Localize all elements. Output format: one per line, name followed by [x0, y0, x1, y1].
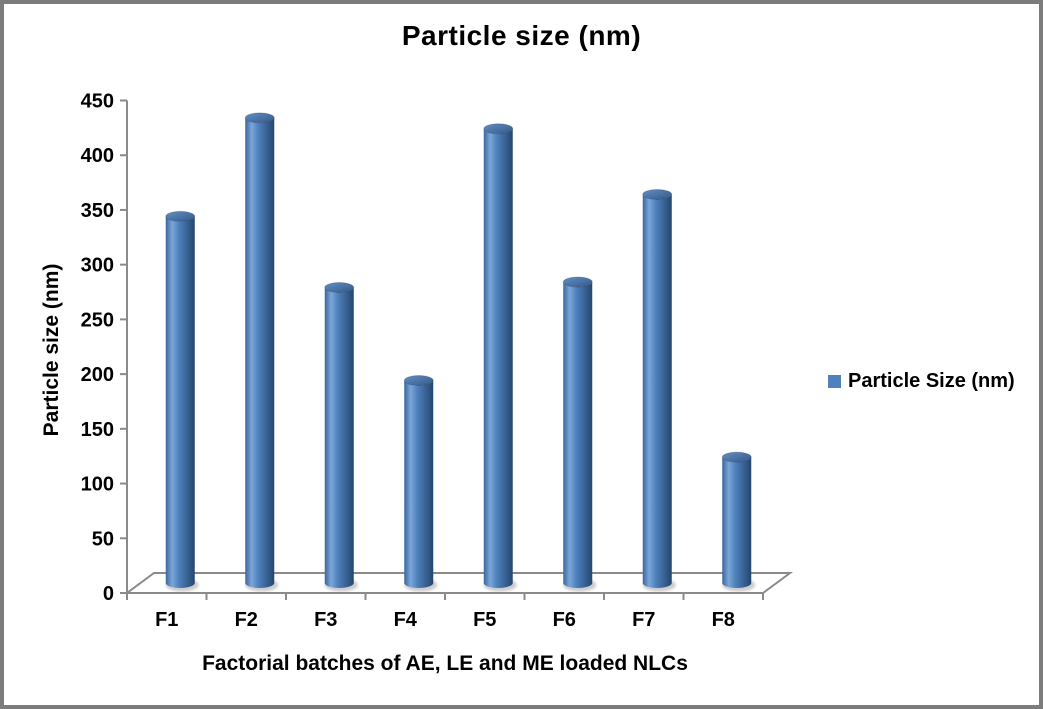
- bar-cylinder: [721, 451, 756, 592]
- bar-top-face: [721, 451, 752, 463]
- bar-body: [483, 128, 513, 589]
- bar-body: [245, 117, 275, 588]
- bar-top-face: [324, 282, 355, 293]
- x-category-label: F1: [155, 609, 178, 631]
- bar-cylinder: [403, 375, 438, 592]
- bar-body: [642, 194, 672, 588]
- x-axis-title: Factorial batches of AE, LE and ME loade…: [202, 652, 688, 675]
- y-tick-label: 350: [81, 200, 114, 222]
- y-tick-label: 250: [81, 309, 114, 331]
- y-tick-label: 200: [81, 364, 114, 386]
- x-category-label: F6: [553, 609, 576, 631]
- bar-cylinder: [562, 276, 597, 592]
- bar-cylinder: [165, 210, 199, 592]
- legend: Particle Size (nm): [828, 370, 1015, 393]
- bar-cylinder: [244, 112, 279, 592]
- legend-label: Particle Size (nm): [848, 370, 1015, 392]
- x-category-label: F7: [632, 609, 655, 631]
- bar-body: [165, 216, 195, 588]
- bar-top-face: [642, 188, 673, 200]
- bar-body: [324, 287, 354, 588]
- bar-top-face: [562, 276, 593, 288]
- floor-3d: [123, 572, 794, 594]
- bar-body: [722, 457, 752, 588]
- bar-cylinder: [324, 282, 358, 592]
- y-tick-label: 100: [81, 474, 114, 496]
- bar-body: [563, 282, 593, 588]
- legend-marker-icon: [828, 375, 841, 388]
- y-tick-label: 400: [81, 145, 114, 167]
- y-tick-label: 300: [81, 255, 114, 277]
- y-tick-label: 0: [103, 583, 114, 605]
- bar-cylinder: [642, 188, 676, 592]
- y-tick-label: 450: [81, 91, 114, 113]
- bar-cylinder: [483, 123, 517, 592]
- bar-top-face: [403, 375, 434, 387]
- bar-top-face: [165, 210, 196, 222]
- x-category-label: F2: [235, 609, 258, 631]
- y-tick-label: 50: [92, 528, 114, 550]
- plot-area: 0 50 100 150 200 250 300 350 400 450 F1 F2 F3 F4 F5 F6 F…: [81, 91, 794, 631]
- bar-top-face: [483, 123, 514, 135]
- y-axis-title: Particle size (nm): [40, 263, 63, 437]
- bar-top-face: [244, 112, 275, 124]
- bar-body: [404, 380, 434, 588]
- x-category-label: F4: [394, 609, 418, 631]
- x-category-label: F3: [314, 609, 337, 631]
- y-tick-label: 150: [81, 419, 114, 441]
- chart-title: Particle size (nm): [401, 20, 642, 51]
- x-category-label: F5: [473, 609, 496, 631]
- x-category-label: F8: [712, 609, 735, 631]
